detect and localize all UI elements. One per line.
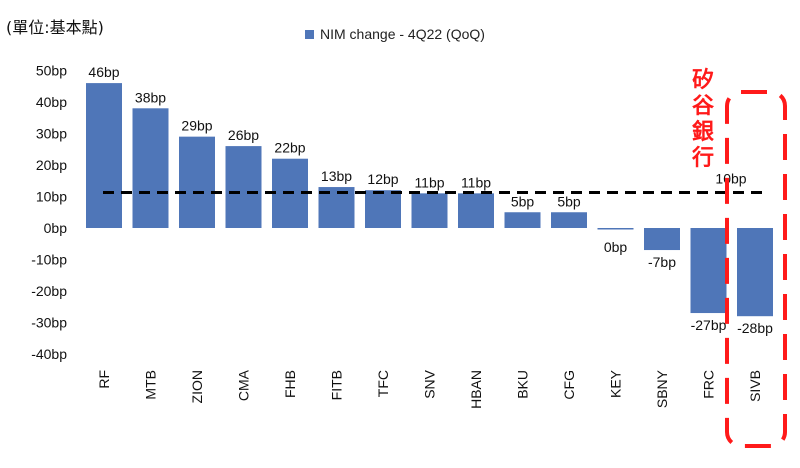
annotation-char: 銀 <box>691 120 714 145</box>
annotation-char: 行 <box>691 146 714 171</box>
average-line: 10bp <box>103 171 762 194</box>
x-tick-label: SBNY <box>654 369 670 408</box>
legend-swatch <box>305 29 314 39</box>
data-label-cfg: 5bp <box>557 193 581 209</box>
bars <box>86 83 773 317</box>
y-tick-label: -30bp <box>31 315 67 331</box>
y-tick-label: 0bp <box>44 220 68 236</box>
y-tick-label: 10bp <box>36 189 67 205</box>
data-label-fitb: 13bp <box>321 168 352 184</box>
average-line-label: 10bp <box>715 171 746 187</box>
data-label-bku: 5bp <box>511 193 535 209</box>
y-tick-label: 30bp <box>36 126 67 142</box>
data-label-hban: 11bp <box>461 174 491 190</box>
x-tick-label: FITB <box>329 370 345 400</box>
bar-sbny <box>644 228 680 251</box>
highlight-box <box>725 90 787 448</box>
bar-data-labels: 46bp 38bp 29bp 26bp 22bp 13bp 12bp 11bp 11bp 5bp 5… <box>88 64 773 336</box>
x-tick-label: SIVB <box>747 370 763 402</box>
y-tick-label: 20bp <box>36 157 67 173</box>
bar-frc <box>690 228 727 314</box>
bar-bku <box>504 212 541 228</box>
x-axis: RF MTB ZION CMA FHB FITB TFC SNV HBAN BKU CFG KEY SB… <box>96 369 763 409</box>
x-tick-label: ZION <box>189 370 205 403</box>
x-tick-label: MTB <box>143 370 159 400</box>
data-label-key: 0bp <box>604 239 628 255</box>
annotation-label: 矽谷銀行 <box>688 68 718 172</box>
data-label-sivb: -28bp <box>737 320 773 336</box>
data-label-rf: 46bp <box>88 64 119 80</box>
legend: NIM change - 4Q22 (QoQ) <box>305 26 485 42</box>
bar-tfc <box>365 190 401 228</box>
data-label-frc: -27bp <box>691 317 727 333</box>
data-label-cma: 26bp <box>228 127 259 143</box>
x-tick-label: HBAN <box>468 370 484 409</box>
legend-label: NIM change - 4Q22 (QoQ) <box>320 26 485 42</box>
x-tick-label: FRC <box>701 370 717 399</box>
data-label-mtb: 38bp <box>135 89 166 105</box>
annotation-char: 谷 <box>691 94 714 119</box>
y-tick-label: -40bp <box>31 346 67 362</box>
annotation-char: 矽 <box>691 68 714 93</box>
bar-mtb <box>132 108 169 228</box>
bar-rf <box>86 83 122 228</box>
y-tick-label: 40bp <box>36 94 67 110</box>
x-tick-label: TFC <box>375 370 391 397</box>
x-tick-label: CMA <box>236 369 252 401</box>
y-tick-label: -10bp <box>31 252 67 268</box>
y-tick-label: -20bp <box>31 283 67 299</box>
bar-key <box>597 228 634 230</box>
y-axis: 50bp 40bp 30bp 20bp 10bp 0bp -10bp -20bp -30bp -4… <box>31 63 67 363</box>
data-label-zion: 29bp <box>181 118 212 134</box>
data-label-sbny: -7bp <box>648 254 676 270</box>
data-label-tfc: 12bp <box>367 171 398 187</box>
highlight-box-sivb <box>725 90 787 448</box>
x-tick-label: RF <box>96 370 112 389</box>
x-tick-label: FHB <box>282 370 298 398</box>
bar-hban <box>458 193 494 228</box>
x-tick-label: SNV <box>422 369 438 398</box>
unit-label: (單位:基本點) <box>6 18 104 37</box>
x-tick-label: CFG <box>561 370 577 400</box>
data-label-snv: 11bp <box>414 174 444 190</box>
bar-sivb <box>737 228 773 317</box>
bar-snv <box>411 193 448 228</box>
x-tick-label: BKU <box>515 370 531 399</box>
bar-cma <box>225 146 262 228</box>
y-tick-label: 50bp <box>36 63 67 79</box>
x-tick-label: KEY <box>608 369 624 398</box>
bar-zion <box>179 136 215 228</box>
data-label-fhb: 22bp <box>274 140 305 156</box>
bar-cfg <box>551 212 587 228</box>
